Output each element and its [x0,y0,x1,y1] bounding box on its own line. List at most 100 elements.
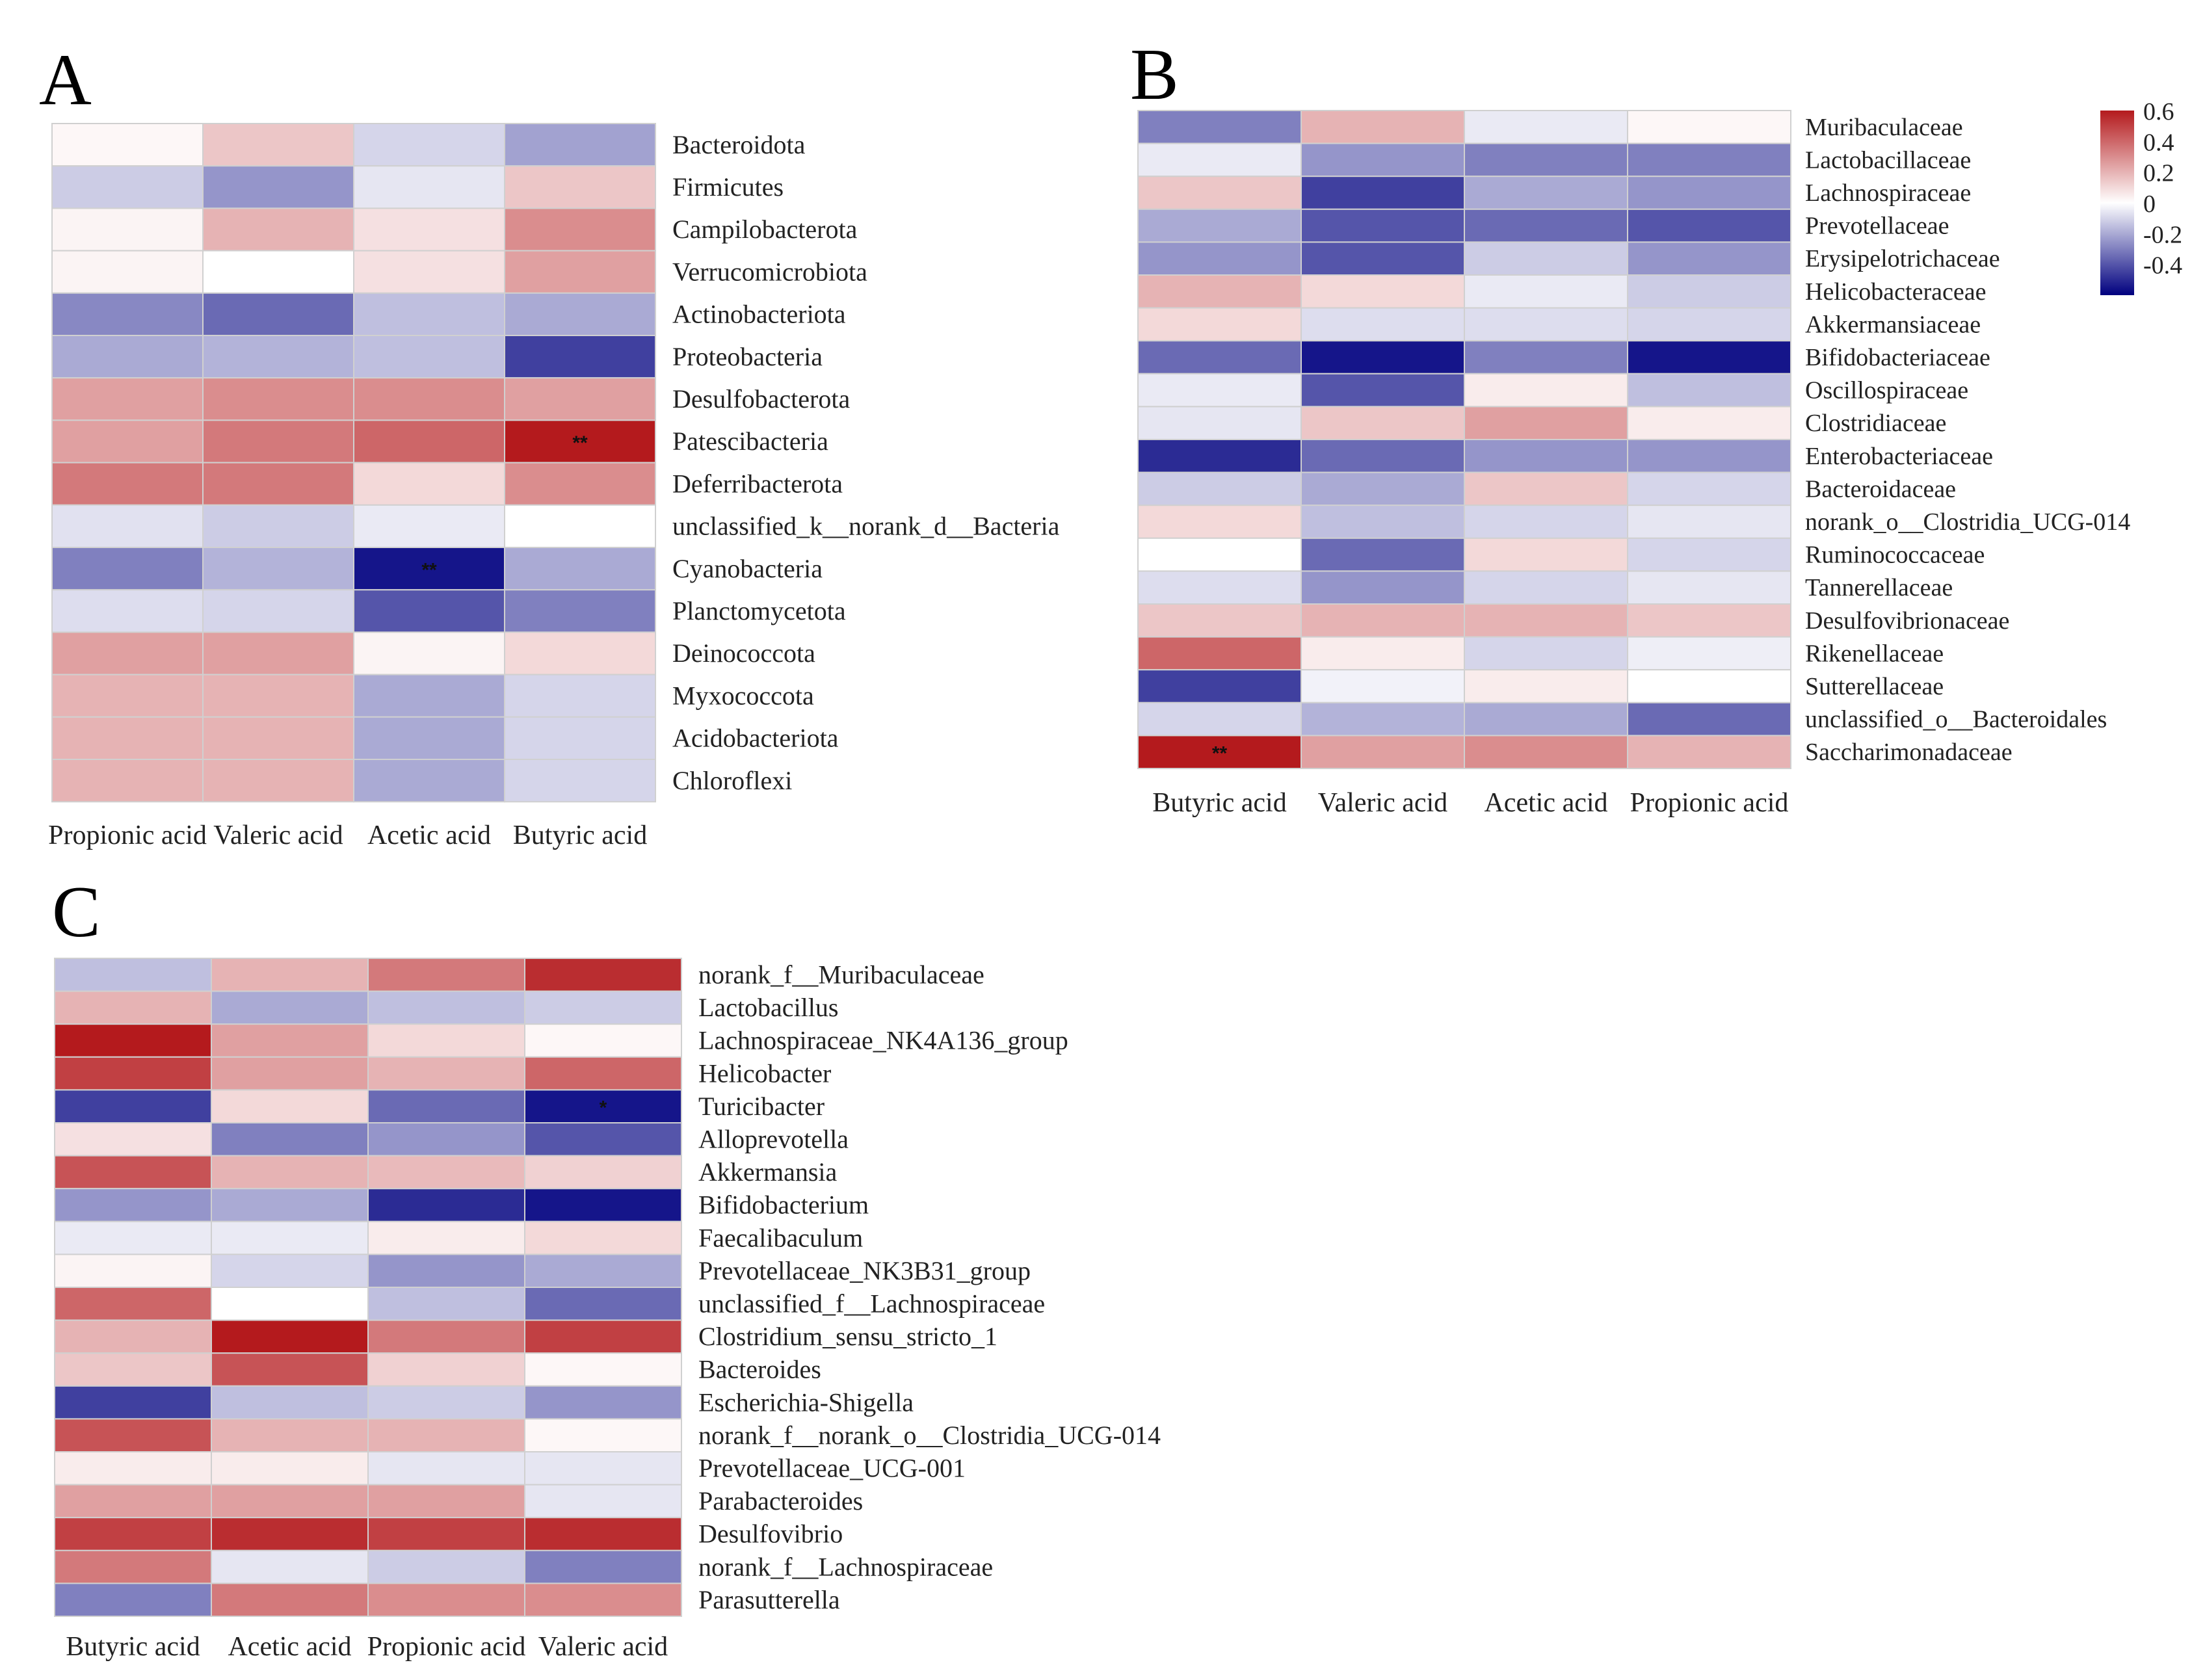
heatmap-cell-b [1301,471,1465,506]
heatmap-cell-b [1301,373,1465,408]
heatmap-cell-c [367,1549,525,1584]
row-label-b: Oscillospiraceae [1805,377,1968,404]
heatmap-cell-c [524,1056,682,1091]
heatmap-cell-c [524,1089,682,1124]
heatmap-cell-a [353,504,505,548]
row-label-c: norank_f__norank_o__Clostridia_UCG-014 [698,1421,1161,1450]
row-label-a: Deferribacterota [672,469,843,498]
heatmap-cell-a [353,462,505,506]
heatmap-cell-a [51,207,204,252]
row-label-b: Erysipelotrichaceae [1805,245,2000,272]
heatmap-cell-a [202,292,354,336]
heatmap-cell-a [504,504,656,548]
heatmap-cell-c [211,1089,369,1124]
heatmap-cell-c [211,1188,369,1222]
heatmap-cell-c [524,1155,682,1190]
row-label-a: unclassified_k__norank_d__Bacteria [672,512,1060,541]
column-label-c: Propionic acid [367,1632,526,1662]
heatmap-cell-b [1627,669,1791,703]
heatmap-cell-c [211,1451,369,1486]
heatmap-cell-b [1301,208,1465,243]
heatmap-cell-b [1301,537,1465,572]
row-label-a: Campilobacterota [672,215,858,244]
heatmap-cell-b [1137,669,1302,703]
heatmap-cell-b [1464,307,1628,342]
heatmap-cell-c [524,1385,682,1420]
row-label-a: Myxococcota [672,681,814,710]
heatmap-cell-c [367,1352,525,1387]
heatmap-cell-a [504,335,656,379]
row-label-a: Planctomycetota [672,596,846,625]
heatmap-cell-a [353,759,505,803]
heatmap-cell-c [367,1582,525,1617]
row-label-c: Escherichia-Shigella [698,1387,914,1417]
heatmap-cell-b [1301,406,1465,441]
heatmap-cell-a [353,250,505,294]
heatmap-cell-b [1137,471,1302,506]
row-label-a: Cyanobacteria [672,554,823,583]
heatmap-cell-b [1627,406,1791,441]
heatmap-cell-a [202,759,354,803]
heatmap-cell-b [1301,340,1465,374]
heatmap-cell-b [1301,603,1465,638]
heatmap-cell-b [1301,735,1465,770]
heatmap-cell-b [1464,505,1628,539]
row-label-b: Prevotellaceae [1805,213,1949,240]
heatmap-cell-c [211,1253,369,1289]
heatmap-cell-c [367,1089,525,1124]
row-label-c: Prevotellaceae_UCG-001 [698,1454,966,1483]
heatmap-cell-a [504,759,656,803]
heatmap-cell-b [1301,702,1465,737]
heatmap-cell-c [54,1089,212,1124]
heatmap-cell-a [504,589,656,633]
heatmap-cell-c [54,1352,212,1387]
row-label-b: Muribaculaceae [1805,114,1963,141]
heatmap-cell-b [1301,636,1465,671]
heatmap-cell-b [1301,570,1465,605]
heatmap-cell-b [1137,110,1302,144]
heatmap-cell-b [1627,373,1791,408]
heatmap-cell-b [1301,110,1465,144]
heatmap-cell-b [1301,669,1465,703]
heatmap-cell-b [1464,537,1628,572]
heatmap-cell-b [1627,603,1791,638]
heatmap-cell-b [1627,702,1791,737]
heatmap-cell-a [202,674,354,718]
heatmap-cell-b [1464,570,1628,605]
heatmap-cell-c [367,990,525,1025]
color-scale-legend: 0.6 0.4 0.2 0 -0.2 -0.4 [2100,98,2182,295]
heatmap-cell-b [1627,340,1791,374]
heatmap-cell-c [524,990,682,1025]
heatmap-cell-b [1627,439,1791,473]
heatmap-cell-a [51,335,204,379]
heatmap-cell-b [1464,208,1628,243]
row-label-a: Chloroflexi [672,766,792,795]
heatmap-cell-c [211,1385,369,1420]
heatmap-cell-b [1137,735,1302,770]
heatmap-cell-c [54,958,212,992]
heatmap-cell-a [202,504,354,548]
row-label-b: Sutterellaceae [1805,673,1944,700]
row-label-b: Lachnospiraceae [1805,179,1971,207]
heatmap-cell-a [51,250,204,294]
heatmap-cell-b [1627,636,1791,671]
heatmap-cell-b [1301,307,1465,342]
row-label-c: norank_f__Lachnospiraceae [698,1552,993,1581]
heatmap-cell-c [367,1517,525,1551]
heatmap-cell-a [504,674,656,718]
heatmap-cell-a [353,165,505,209]
heatmap-cell-b [1137,142,1302,177]
heatmap-cell-b [1137,439,1302,473]
heatmap-cell-a [51,547,204,591]
heatmap-cell-c [211,958,369,992]
row-label-b: Bifidobacteriaceae [1805,344,1990,371]
heatmap-cell-c [211,1549,369,1584]
heatmap-cell-a [504,207,656,252]
column-label-b: Butyric acid [1152,788,1286,818]
row-label-c: Parasutterella [698,1585,840,1614]
heatmap-cell-c [54,1287,212,1321]
heatmap-cell-c [54,1517,212,1551]
row-label-c: Turicibacter [698,1092,825,1121]
row-label-c: Lactobacillus [698,993,838,1022]
heatmap-cell-a [353,589,505,633]
